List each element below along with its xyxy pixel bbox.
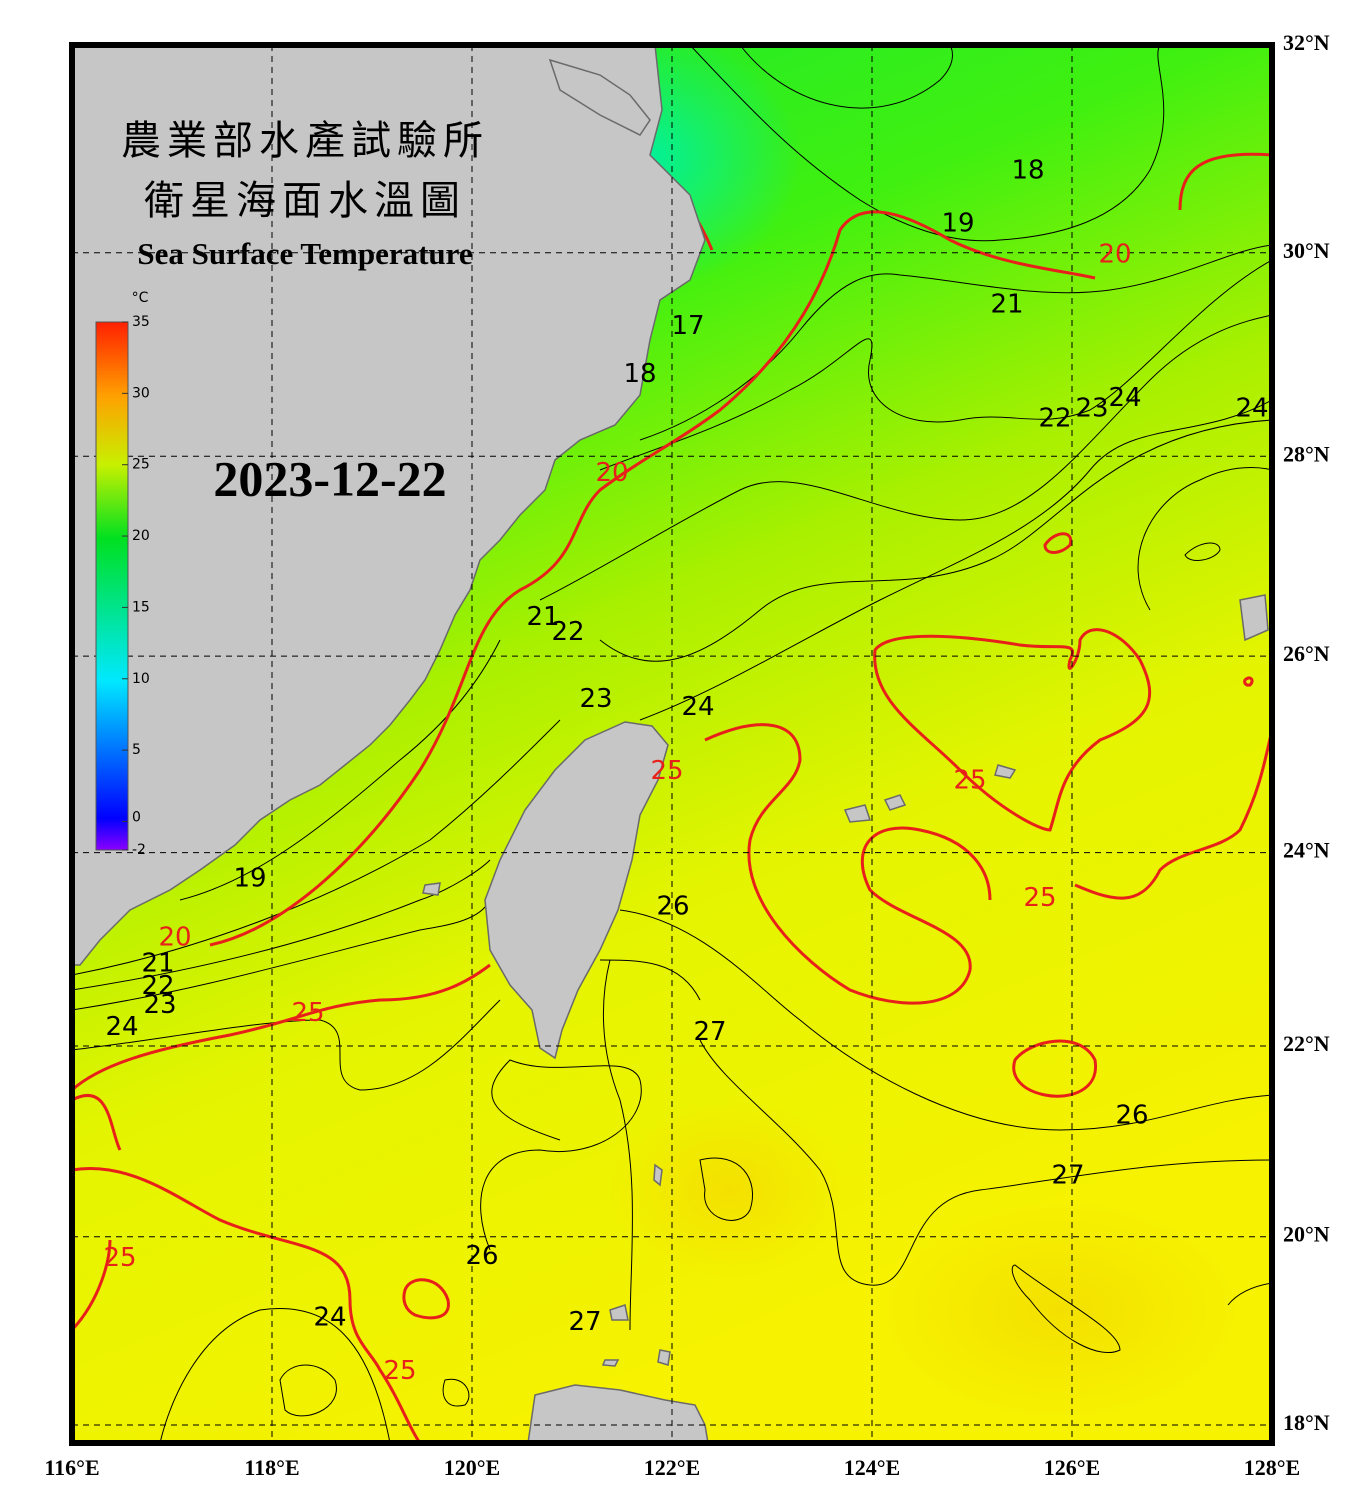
- warm-water: [880, 1200, 1240, 1420]
- x-tick-label: 116°E: [44, 1455, 99, 1480]
- colorbar-tick-label: 0: [132, 809, 141, 825]
- land-luzon: [527, 1384, 709, 1443]
- colorbar: [95, 321, 129, 851]
- title-en: Sea Surface Temperature: [137, 236, 472, 271]
- contour-label: 21: [141, 949, 174, 979]
- contour-label: 23: [1075, 393, 1108, 423]
- colorbar-tick-label: 30: [132, 385, 150, 401]
- x-tick-label: 120°E: [444, 1455, 500, 1480]
- contour-label: 24: [1235, 393, 1268, 423]
- colorbar-tick-label: -2: [132, 842, 146, 858]
- contour-label: 24: [313, 1302, 346, 1332]
- contour-label: 22: [1038, 403, 1071, 433]
- contour-label: 25: [291, 998, 324, 1028]
- contour-label: 25: [383, 1356, 416, 1386]
- contour-label: 26: [465, 1241, 498, 1271]
- y-tick-label: 26°N: [1283, 641, 1330, 666]
- colorbar-tick-label: 5: [132, 742, 141, 758]
- contour-label: 27: [693, 1017, 726, 1047]
- contour-label: 25: [103, 1243, 136, 1273]
- contour-label: 24: [681, 692, 714, 722]
- colorbar-tick-label: 15: [132, 599, 150, 615]
- map-frame: [69, 42, 1275, 1446]
- y-tick-label: 20°N: [1283, 1222, 1330, 1247]
- land-yangtze: [548, 58, 651, 136]
- x-tick-label: 124°E: [844, 1455, 900, 1480]
- y-tick-label: 18°N: [1283, 1410, 1330, 1435]
- contour-label: 22: [141, 971, 174, 1001]
- colorbar-unit: °C: [132, 290, 149, 306]
- colorbar-tick-label: 20: [132, 528, 150, 544]
- x-tick-label: 128°E: [1244, 1455, 1300, 1480]
- contour-label: 23: [579, 684, 612, 714]
- contour-label: 20: [158, 923, 191, 953]
- contour-label: 26: [1115, 1100, 1148, 1130]
- title-zh: 農業部水產試驗所: [121, 118, 489, 163]
- colorbar-tick-label: 10: [132, 671, 150, 687]
- contour-label: 22: [551, 617, 584, 647]
- contour-label: 25: [650, 756, 683, 786]
- x-tick-label: 118°E: [244, 1455, 299, 1480]
- colorbar-tick-label: 35: [132, 314, 150, 330]
- contour-label: 18: [1011, 156, 1044, 186]
- contour-label: 20: [1098, 239, 1131, 269]
- title-zh: 衛星海面水溫圖: [144, 178, 466, 223]
- contour-label: 27: [1051, 1160, 1084, 1190]
- land-china: [72, 45, 706, 966]
- contour-label: 27: [568, 1307, 601, 1337]
- islands: [422, 594, 1269, 1367]
- contour-label: 17: [671, 311, 704, 341]
- contour-label: 20: [595, 458, 628, 488]
- y-tick-label: 22°N: [1283, 1031, 1330, 1056]
- contour-label: 24: [105, 1012, 138, 1042]
- x-tick-label: 122°E: [644, 1455, 700, 1480]
- y-tick-label: 28°N: [1283, 441, 1330, 466]
- contour-label: 19: [233, 863, 266, 893]
- colorbar-tick-label: 25: [132, 457, 150, 473]
- y-tick-label: 24°N: [1283, 838, 1330, 863]
- land-taiwan: [484, 721, 669, 1060]
- colorbar-ticks: 35 30 25 20 15 10 5 0 -2: [122, 314, 150, 858]
- contour-label: 21: [990, 290, 1023, 320]
- contour-label: 26: [656, 892, 689, 922]
- date: 2023-12-22: [213, 450, 446, 506]
- contour-label: 24: [1108, 383, 1141, 413]
- contour-label: 21: [526, 602, 559, 632]
- y-tick-label: 30°N: [1283, 238, 1330, 263]
- contour-label: 19: [941, 208, 974, 238]
- warm-water: [610, 1100, 850, 1280]
- contour-label: 25: [953, 766, 986, 796]
- y-tick-label: 32°N: [1283, 30, 1330, 55]
- x-tick-label: 126°E: [1044, 1455, 1100, 1480]
- contour-label: 18: [623, 359, 656, 389]
- contour-label: 25: [1023, 883, 1056, 913]
- contour-label: 23: [143, 990, 176, 1020]
- isotherms: [72, 45, 1272, 1443]
